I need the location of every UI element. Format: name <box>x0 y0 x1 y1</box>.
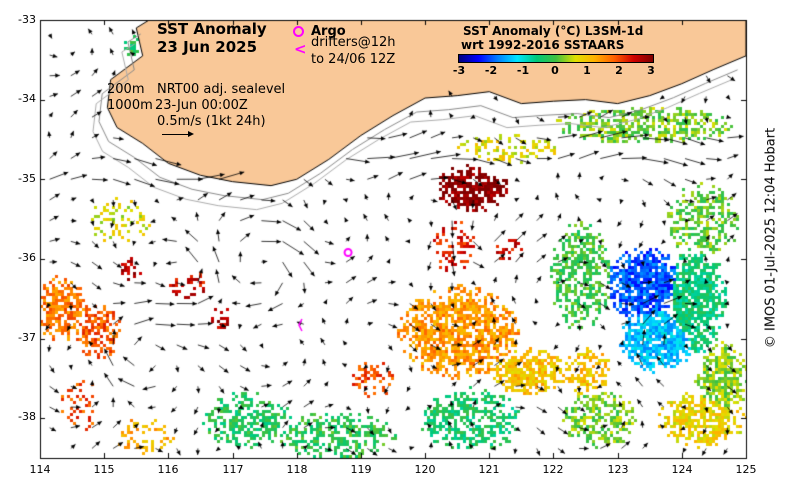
contour-200m-label: 200m <box>107 82 145 97</box>
sealevel-date: 23-Jun 00:00Z <box>155 98 248 113</box>
map-title-line1: SST Anomaly <box>157 20 267 38</box>
copyright-notice: © IMOS 01-Jul-2025 12:04 Hobart <box>763 127 779 349</box>
velocity-scale-label: 0.5m/s (1kt 24h) <box>157 114 266 129</box>
colorbar-tick: 2 <box>615 64 623 77</box>
lat-tick-label: -35 <box>18 172 36 185</box>
lat-tick-label: -36 <box>18 251 36 264</box>
colorbar-title-line1: SST Anomaly (°C) L3SM-1d <box>463 24 644 38</box>
colorbar <box>458 54 654 63</box>
map-title: SST Anomaly 23 Jun 2025 <box>157 20 267 56</box>
velocity-scale-arrowhead-icon <box>188 131 194 137</box>
map-date: 23 Jun 2025 <box>157 38 258 56</box>
lon-tick-label: 114 <box>29 463 51 476</box>
velocity-scale-arrow-icon <box>162 134 192 135</box>
lon-tick-label: 117 <box>222 463 244 476</box>
colorbar-title-line2: wrt 1992-2016 SSTAARS <box>461 38 625 52</box>
drifter-legend-symbol: < <box>294 40 307 58</box>
colorbar-title: SST Anomaly (°C) L3SM-1d wrt 1992-2016 S… <box>461 24 644 52</box>
lat-tick-label: -33 <box>18 13 36 26</box>
lon-tick-label: 118 <box>286 463 308 476</box>
lon-tick-label: 121 <box>478 463 500 476</box>
lon-tick-label: 116 <box>157 463 179 476</box>
lon-tick-label: 119 <box>350 463 372 476</box>
drifter-legend-period: to 24/06 12Z <box>311 52 396 67</box>
lat-tick-label: -38 <box>18 410 36 423</box>
colorbar-tick: -2 <box>484 64 498 77</box>
drifter-legend-label: drifters@12h <box>311 35 396 50</box>
colorbar-tick: 0 <box>551 64 559 77</box>
lon-tick-label: 120 <box>414 463 436 476</box>
colorbar-tick: 3 <box>647 64 655 77</box>
contour-1000m-label: 1000m <box>107 98 153 113</box>
lon-tick-label: 124 <box>671 463 693 476</box>
lat-tick-label: -34 <box>18 92 36 105</box>
argo-legend-marker <box>293 26 304 37</box>
colorbar-tick: 1 <box>583 64 591 77</box>
lon-tick-label: 122 <box>542 463 564 476</box>
argo-legend-label: Argo <box>311 24 346 39</box>
lon-tick-label: 125 <box>735 463 757 476</box>
colorbar-tick: -3 <box>452 64 466 77</box>
colorbar-tick: -1 <box>516 64 530 77</box>
lat-tick-label: -37 <box>18 331 36 344</box>
lon-tick-label: 123 <box>607 463 629 476</box>
sealevel-label: NRT00 adj. sealevel <box>157 82 286 97</box>
lon-tick-label: 115 <box>93 463 115 476</box>
